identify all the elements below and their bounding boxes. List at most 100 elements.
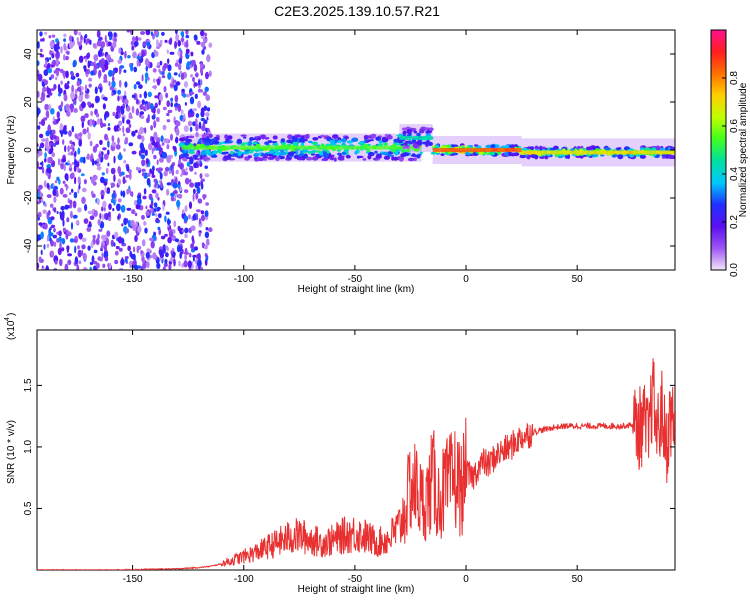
snr-y-exponent-base: (x10 — [6, 320, 17, 340]
heatmap-cell — [356, 155, 360, 159]
heatmap-cell — [141, 99, 145, 105]
heatmap-cell — [337, 152, 342, 156]
heatmap-cell — [185, 42, 189, 48]
heatmap-cell — [244, 142, 249, 145]
heatmap-cell — [148, 143, 153, 151]
heatmap-cell — [198, 231, 201, 237]
heatmap-cell — [131, 94, 136, 99]
heatmap-cell — [261, 134, 265, 140]
heatmap-cell — [151, 174, 156, 178]
heatmap-cell — [124, 98, 129, 105]
heatmap-cell — [98, 228, 103, 232]
heatmap-cell — [80, 249, 84, 256]
spectrogram-x-ticks: -150 -100 -50 0 50 — [123, 30, 583, 285]
heatmap-cell — [383, 155, 390, 160]
heatmap-cell — [187, 120, 193, 127]
heatmap-cell — [50, 88, 55, 92]
heatmap-cell — [144, 227, 148, 234]
heatmap-cell — [193, 246, 199, 251]
heatmap-cell — [51, 34, 56, 38]
heatmap-cell — [106, 230, 111, 237]
heatmap-cell — [54, 180, 58, 184]
heatmap-cell — [44, 141, 49, 150]
heatmap-cell — [163, 63, 169, 69]
heatmap-cell — [170, 97, 174, 102]
heatmap-cell — [375, 136, 382, 141]
heatmap-cell — [62, 219, 65, 227]
heatmap-cell — [193, 188, 196, 195]
heatmap-cell — [60, 162, 65, 170]
heatmap-cell — [205, 71, 209, 80]
heatmap-cell — [64, 145, 67, 153]
heatmap-cell — [138, 52, 142, 57]
heatmap-cell — [180, 37, 185, 43]
heatmap-cell — [111, 193, 116, 200]
heatmap-cell — [117, 89, 122, 95]
heatmap-cell — [64, 55, 69, 61]
heatmap-cell — [42, 92, 45, 100]
heatmap-cell — [109, 58, 114, 63]
heatmap-cell — [44, 203, 47, 207]
heatmap-cell — [175, 128, 180, 136]
heatmap-cell — [189, 179, 192, 183]
snr-x-ticks: -150 -100 -50 0 50 — [123, 330, 583, 585]
heatmap-cell — [190, 243, 195, 250]
heatmap-cell — [165, 245, 169, 250]
heatmap-cell — [51, 53, 55, 59]
heatmap-cell — [141, 135, 145, 143]
heatmap-cell — [112, 208, 115, 212]
heatmap-cell — [71, 188, 74, 193]
heatmap-cell — [76, 264, 80, 270]
heatmap-cell — [308, 140, 313, 144]
heatmap-cell — [131, 130, 136, 137]
heatmap-cell — [179, 159, 181, 165]
heatmap-cell — [117, 166, 121, 175]
heatmap-cell — [69, 173, 74, 180]
heatmap-cell — [416, 132, 421, 137]
heatmap-cell — [412, 143, 419, 148]
heatmap-cell — [253, 153, 259, 158]
heatmap-cell — [170, 192, 175, 198]
heatmap-cell — [142, 195, 147, 200]
heatmap-cell — [366, 149, 371, 152]
heatmap-cell — [61, 158, 67, 163]
heatmap-cell — [143, 91, 148, 99]
heatmap-cell — [122, 190, 126, 198]
heatmap-cell — [306, 156, 313, 161]
heatmap-cell — [159, 70, 163, 75]
heatmap-cell — [413, 130, 418, 134]
heatmap-cell — [184, 177, 190, 185]
heatmap-cell — [151, 136, 154, 141]
heatmap-cell — [158, 99, 161, 106]
heatmap-cell — [227, 135, 233, 140]
heatmap-cell — [200, 214, 206, 222]
heatmap-cell — [115, 144, 121, 150]
heatmap-cell — [84, 113, 89, 119]
heatmap-cell — [136, 265, 142, 269]
heatmap-cell — [204, 86, 209, 93]
heatmap-cell — [549, 148, 557, 151]
heatmap-cell — [69, 192, 72, 196]
heatmap-cell — [53, 196, 57, 203]
heatmap-cell — [44, 158, 47, 163]
heatmap-cell — [135, 81, 141, 85]
heatmap-cell — [66, 245, 70, 251]
heatmap-cell — [59, 187, 64, 195]
heatmap-cell — [200, 151, 206, 156]
heatmap-cell — [76, 87, 82, 92]
heatmap-cell — [93, 61, 96, 65]
heatmap-cell — [173, 146, 177, 152]
heatmap-cell — [70, 144, 74, 149]
heatmap-cell — [83, 179, 87, 185]
heatmap-cell — [188, 110, 191, 119]
heatmap-cell — [38, 222, 43, 226]
heatmap-core — [181, 145, 422, 150]
heatmap-cell — [267, 140, 273, 144]
heatmap-cell — [298, 137, 305, 143]
heatmap-cell — [126, 105, 131, 112]
heatmap-cell — [46, 194, 52, 199]
heatmap-cell — [55, 60, 59, 65]
heatmap-cell — [77, 167, 80, 171]
heatmap-cell — [195, 131, 199, 138]
heatmap-cell — [87, 101, 92, 107]
